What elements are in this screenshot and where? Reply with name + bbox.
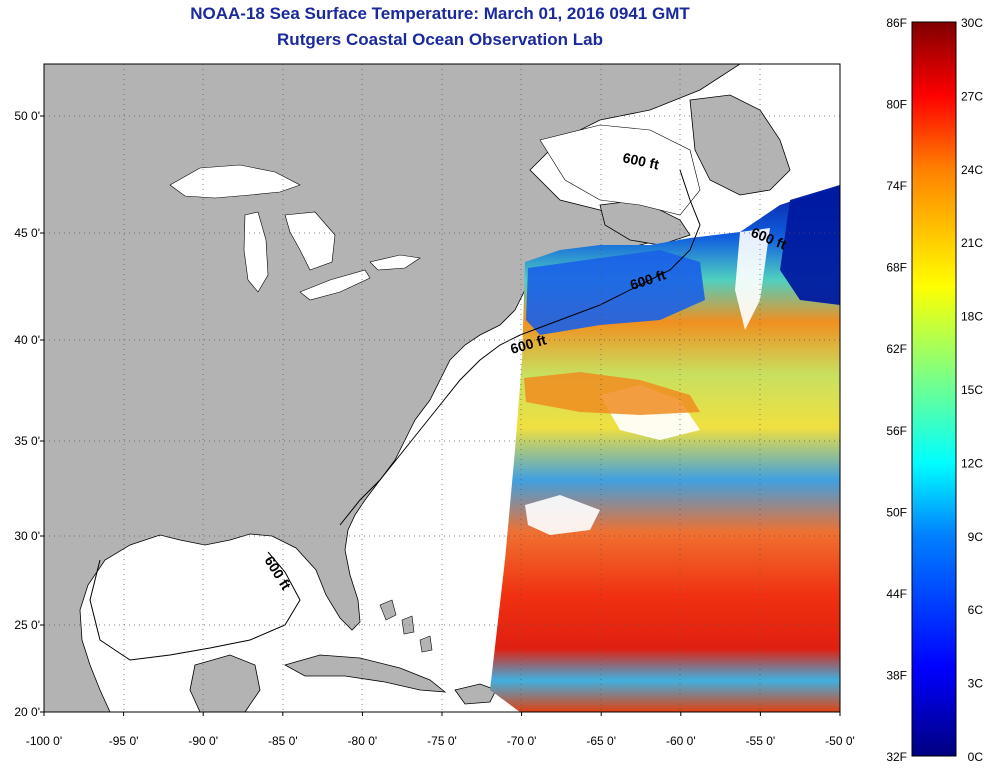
lat-tick-label: 35 0' [14, 434, 40, 448]
gulf-st-lawrence [539, 124, 701, 216]
lon-tick-label: -55 0' [746, 734, 776, 748]
latitude-labels: 50 0' 45 0' 40 0' 35 0' 30 0' 25 0' 20 0' [14, 109, 44, 719]
lat-tick-label: 30 0' [14, 529, 40, 543]
lon-tick-label: -75 0' [427, 734, 457, 748]
colorbar-f-label: 68F [886, 261, 907, 275]
colorbar-f-label: 62F [886, 342, 907, 356]
lake-michigan [243, 211, 269, 293]
colorbar-f-label: 86F [886, 16, 907, 30]
colorbar-c-label: 9C [968, 530, 984, 544]
colorbar-f-label: 44F [886, 587, 907, 601]
lake-huron [284, 211, 336, 271]
land-yucatan [189, 654, 261, 712]
lon-tick-label: -60 0' [666, 734, 696, 748]
colorbar-c-label: 3C [968, 677, 984, 691]
map-title: NOAA-18 Sea Surface Temperature: March 0… [190, 4, 690, 23]
lat-tick-label: 20 0' [14, 705, 40, 719]
colorbar-c-label: 15C [961, 383, 983, 397]
lake-ontario [369, 254, 421, 271]
lon-tick-label: -90 0' [188, 734, 218, 748]
colorbar-c-label: 30C [961, 16, 983, 30]
colorbar-f-label: 38F [886, 668, 907, 682]
colorbar [911, 21, 957, 757]
colorbar-c-label: 24C [961, 163, 983, 177]
land-cuba [283, 654, 447, 693]
lon-tick-label: -85 0' [268, 734, 298, 748]
colorbar-f-label: 32F [886, 750, 907, 764]
lat-tick-label: 40 0' [14, 333, 40, 347]
lake-superior [169, 164, 301, 199]
colorbar-c-label: 0C [968, 750, 984, 764]
cold-water-ne [780, 185, 840, 305]
lon-tick-label: -65 0' [586, 734, 616, 748]
lat-tick-label: 45 0' [14, 226, 40, 240]
colorbar-fahrenheit-labels: 86F 80F 74F 68F 62F 56F 50F 44F 38F 32F [886, 16, 907, 764]
depth-label-600ft-1: 600 ft [621, 149, 660, 172]
colorbar-f-label: 56F [886, 424, 907, 438]
cold-shelf-water [526, 250, 705, 335]
lon-tick-label: -70 0' [507, 734, 537, 748]
lake-erie [299, 269, 371, 301]
graticule [44, 64, 840, 712]
lon-tick-label: -80 0' [348, 734, 378, 748]
cloud-gap-3 [735, 228, 770, 330]
lon-tick-label: -95 0' [109, 734, 139, 748]
colorbar-c-label: 27C [961, 89, 983, 103]
colorbar-c-label: 6C [968, 603, 984, 617]
land-hispaniola [454, 683, 497, 705]
lon-tick-label: -50 0' [825, 734, 855, 748]
lon-tick-label: -100 0' [26, 734, 62, 748]
colorbar-celsius-labels: 30C 27C 24C 21C 18C 15C 12C 9C 6C 3C 0C [961, 16, 983, 764]
colorbar-f-label: 80F [886, 98, 907, 112]
colorbar-c-label: 18C [961, 310, 983, 324]
map-subtitle: Rutgers Coastal Ocean Observation Lab [277, 30, 603, 49]
land-newfoundland [689, 94, 791, 196]
colorbar-c-label: 21C [961, 236, 983, 250]
colorbar-f-label: 74F [886, 179, 907, 193]
colorbar-c-label: 12C [961, 456, 983, 470]
longitude-labels: -100 0' -95 0' -90 0' -85 0' -80 0' -75 0' -70… [26, 712, 855, 748]
lat-tick-label: 50 0' [14, 109, 40, 123]
gulf-stream-band [524, 372, 700, 415]
lat-tick-label: 25 0' [14, 618, 40, 632]
cloud-gap-2 [525, 495, 600, 535]
colorbar-f-label: 50F [886, 505, 907, 519]
land-bahamas [379, 599, 433, 653]
